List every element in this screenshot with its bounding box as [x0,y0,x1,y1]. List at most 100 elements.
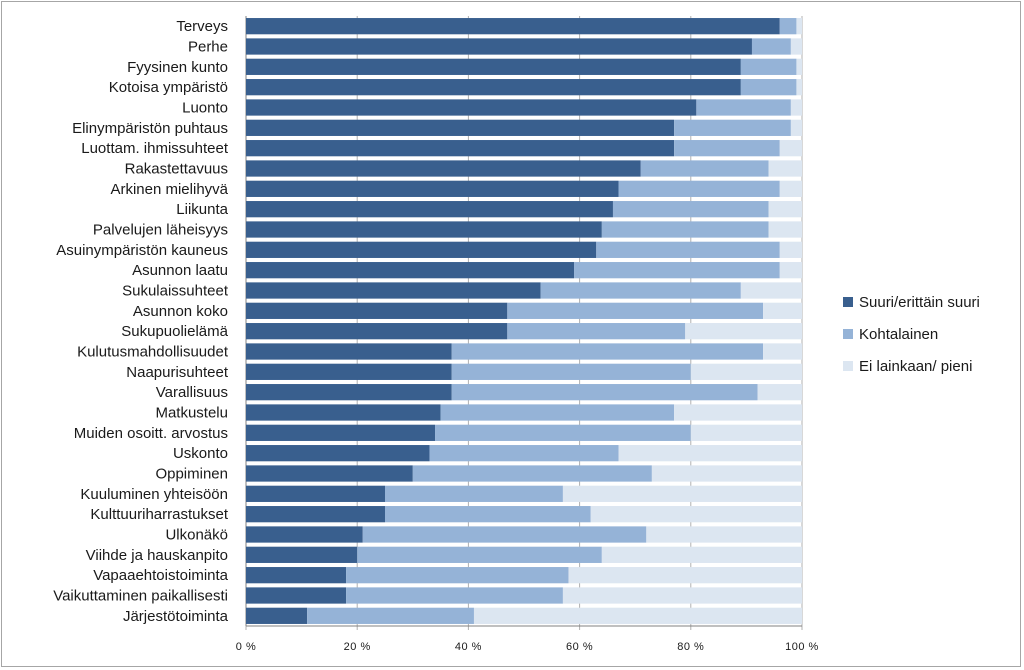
bar-segment-1 [246,58,741,75]
bar-segment-2 [412,465,652,482]
legend-label: Kohtalainen [859,326,938,343]
bar-segment-1 [246,221,602,238]
bar-segment-3 [790,38,802,55]
bar-segment-1 [246,567,347,584]
bar-segment-2 [740,58,797,75]
bar-segment-2 [435,424,691,441]
bar-segment-2 [740,79,797,96]
bar-segment-3 [779,140,802,157]
bar-segment-3 [763,343,802,360]
bar-segment-2 [779,18,797,35]
bar-segment-2 [385,506,591,523]
bar-segment-3 [763,302,802,319]
bar-segment-3 [768,160,802,177]
bar-segment-3 [646,526,802,543]
category-label: Luottam. ihmissuhteet [81,140,229,157]
category-label: Viihde ja hauskanpito [86,547,228,564]
x-tick-label: 80 % [677,641,704,653]
bar-segment-3 [796,58,802,75]
bar-segment-3 [757,384,802,401]
bar-segment-1 [246,424,436,441]
bar-segment-1 [246,282,541,299]
bar-segment-3 [473,607,802,624]
bar-segment-2 [385,485,563,502]
category-label: Fyysinen kunto [127,59,228,76]
x-tick-label: 100 % [785,641,819,653]
bar-segment-1 [246,140,675,157]
category-label: Vaikuttaminen paikallisesti [53,588,228,605]
bar-segment-1 [246,302,508,319]
bar-segment-2 [451,384,758,401]
bar-segment-1 [246,201,613,218]
bar-segment-2 [540,282,741,299]
category-label: Asunnon koko [133,303,228,320]
bar-segment-3 [618,445,802,462]
bar-segment-1 [246,241,597,258]
category-label: Oppiminen [155,466,228,483]
bar-segment-2 [640,160,769,177]
bar-segment-1 [246,323,508,340]
bar-segment-1 [246,607,308,624]
x-tick-label: 20 % [344,641,371,653]
bar-segment-3 [768,221,802,238]
legend: Suuri/erittäin suuri Kohtalainen Ei lainka… [843,294,980,375]
bar-segment-3 [690,363,802,380]
bar-segment-3 [690,424,802,441]
category-label: Arkinen mielihyvä [110,181,228,198]
bar-segment-3 [796,79,802,96]
bar-segment-2 [674,119,791,136]
category-label: Sukupuolielämä [121,323,228,340]
bar-segment-1 [246,79,741,96]
legend-label: Ei lainkaan/ pieni [859,358,972,375]
bar-segment-2 [357,546,602,563]
category-label: Sukulaissuhteet [122,283,229,300]
bar-segment-2 [507,302,764,319]
bar-segment-2 [307,607,474,624]
x-tick-label: 40 % [455,641,482,653]
category-label: Elinympäristön puhtaus [72,120,228,137]
bar-segment-2 [440,404,675,421]
category-label: Terveys [176,18,228,35]
bar-segment-2 [346,587,563,604]
bar-segment-2 [612,201,769,218]
x-tick-label: 60 % [566,641,593,653]
bar-segment-1 [246,180,619,197]
x-axis-ticks: 0 % 20 % 40 % 60 % 80 % 100 % [236,641,819,653]
bar-segment-3 [651,465,802,482]
category-label: Palvelujen läheisyys [93,222,228,239]
bar-segment-3 [796,18,802,35]
bar-segment-1 [246,262,575,279]
bar-segment-2 [696,99,791,116]
legend-swatch [843,297,853,307]
bar-segment-3 [768,201,802,218]
bar-segment-1 [246,18,780,35]
bar-segment-3 [562,485,802,502]
category-label: Rakastettavuus [125,161,228,178]
bar-segment-2 [574,262,780,279]
legend-label: Suuri/erittäin suuri [859,294,980,311]
bar-segment-1 [246,526,363,543]
category-label: Vapaaehtoistoiminta [93,567,228,584]
bar-segment-3 [590,506,802,523]
bar-segment-2 [362,526,647,543]
legend-swatch [843,361,853,371]
bar-segment-1 [246,119,675,136]
category-label: Asuinympäristön kauneus [56,242,228,259]
category-label: Varallisuus [156,384,228,401]
category-label: Järjestötoiminta [123,608,229,625]
category-label: Perhe [188,39,228,56]
category-label: Kulutusmahdollisuudet [77,344,229,361]
bar-segment-3 [790,119,802,136]
bar-segment-3 [740,282,802,299]
bar-segment-3 [601,546,802,563]
category-labels: Terveys Perhe Fyysinen kunto Kotoisa ympäri… [53,18,229,625]
bar-segment-3 [568,567,802,584]
bar-segment-1 [246,99,697,116]
bar-segment-1 [246,465,413,482]
x-tick-label: 0 % [236,641,256,653]
gridlines [245,16,803,630]
category-label: Uskonto [173,445,228,462]
bar-segment-1 [246,384,452,401]
category-label: Luonto [182,100,228,117]
